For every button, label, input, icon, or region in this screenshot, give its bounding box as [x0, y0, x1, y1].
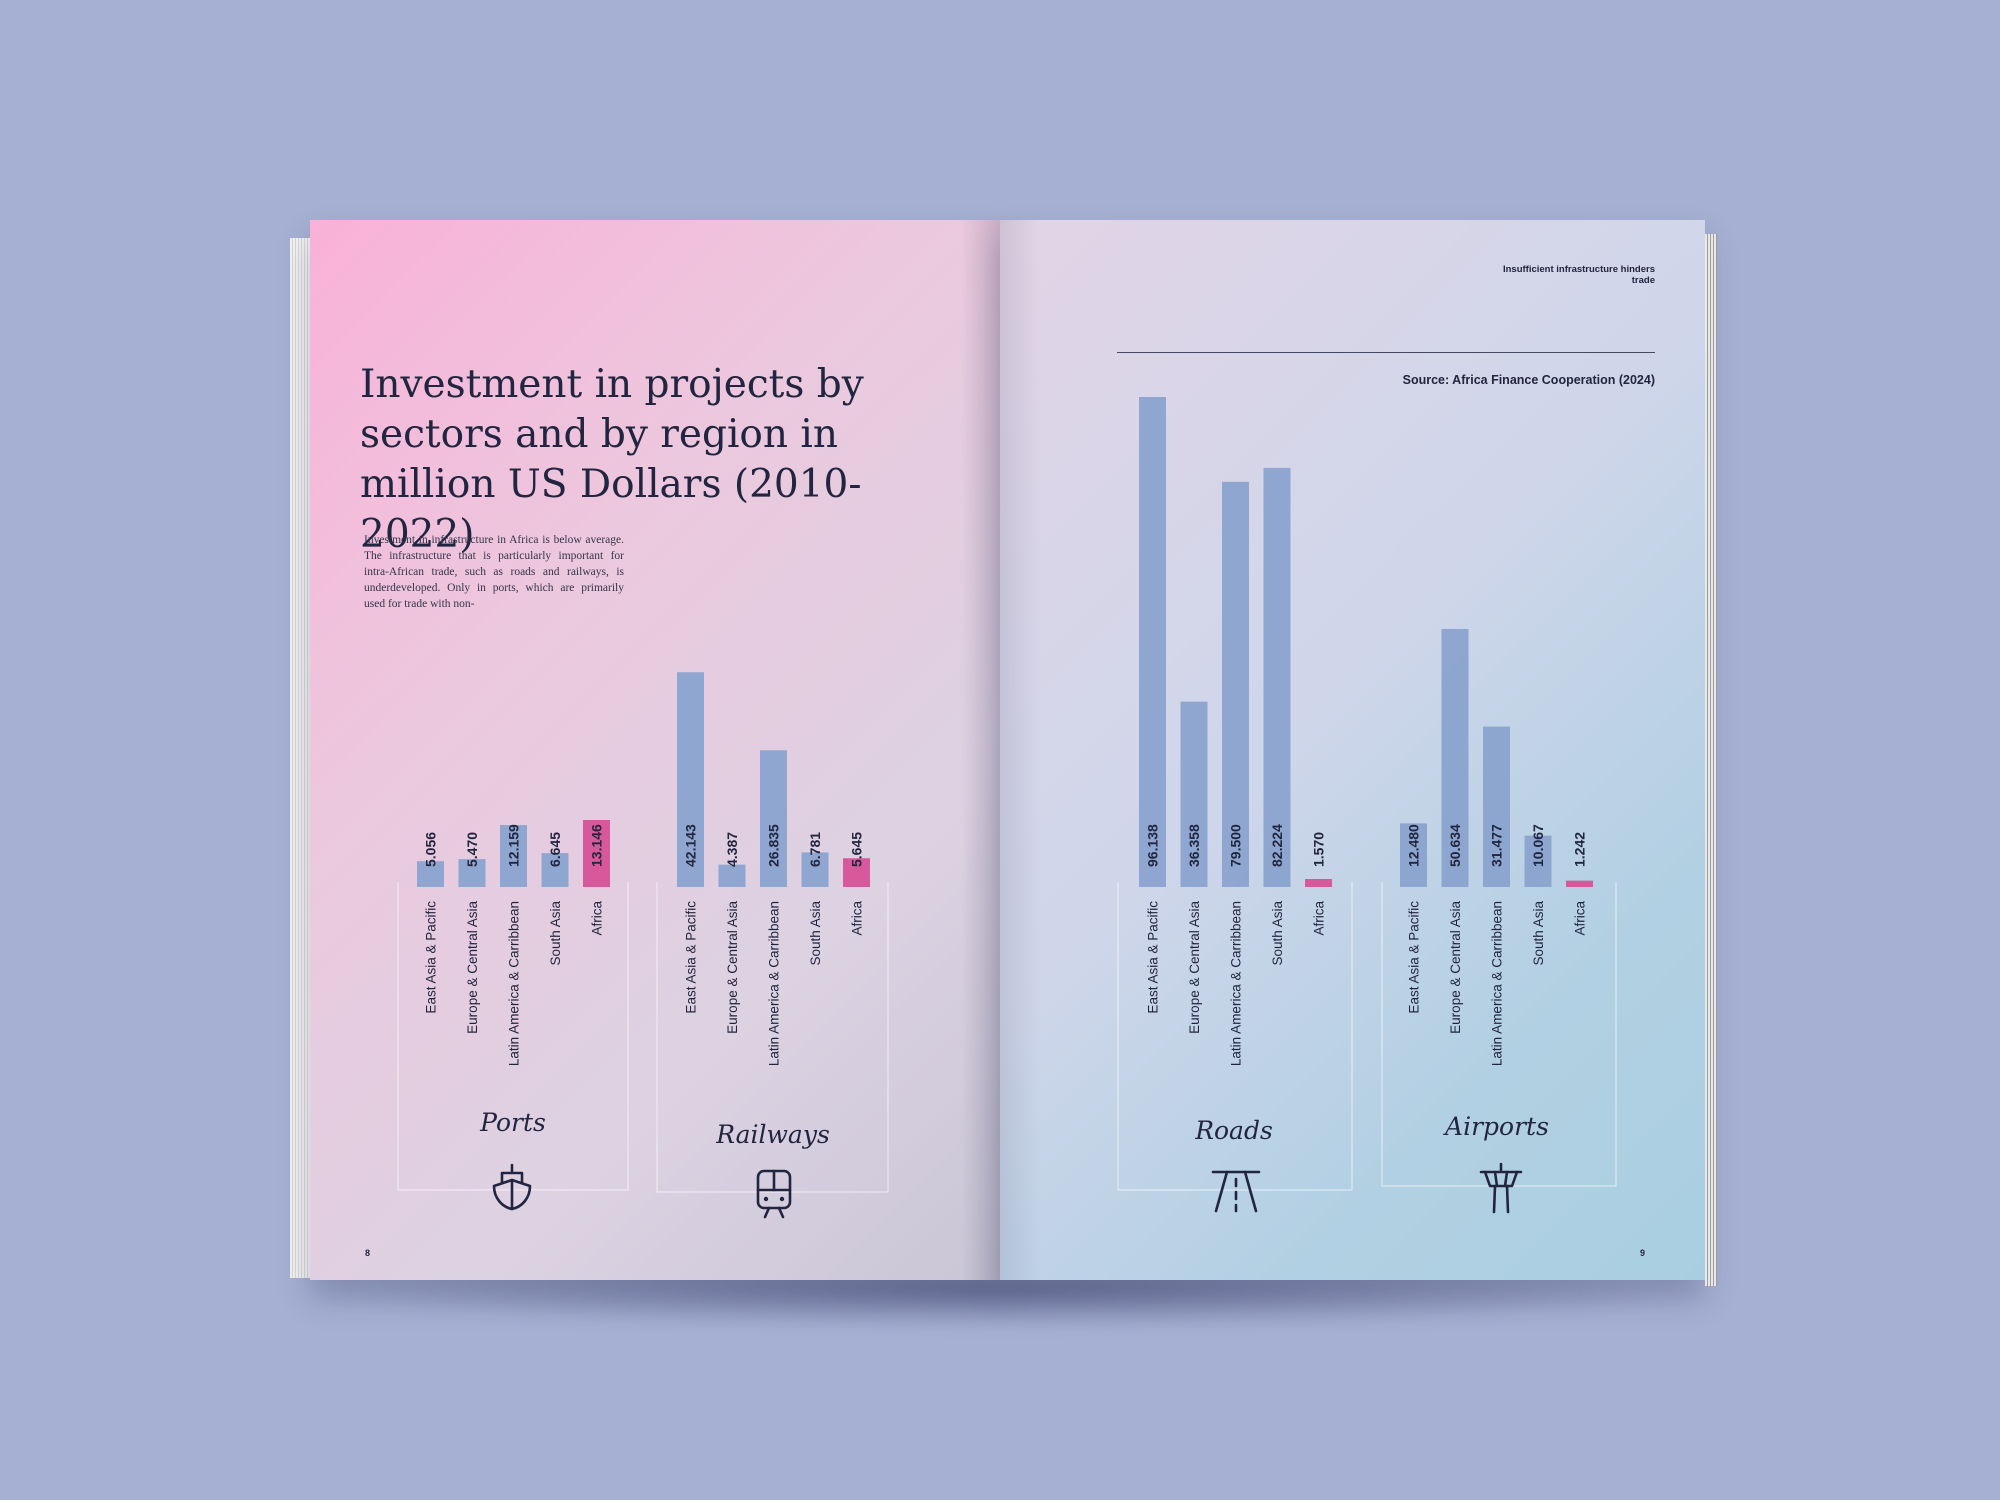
value-label-airports-0: 12.480 — [1406, 824, 1422, 867]
value-label-railways-3: 6.781 — [807, 832, 823, 867]
bar-roads-3 — [1263, 467, 1291, 887]
bar-railways-0 — [677, 672, 704, 887]
value-label-railways-0: 42.143 — [683, 824, 699, 867]
left-page — [310, 220, 1000, 1280]
bar-railways-1 — [718, 864, 746, 887]
category-label-roads-0: East Asia & Pacific — [1146, 901, 1161, 1014]
bar-airports-1 — [1441, 628, 1469, 887]
category-label-airports-0: East Asia & Pacific — [1407, 901, 1422, 1014]
category-label-roads-2: Latin America & Carribbean — [1229, 901, 1244, 1066]
sector-label-roads: Roads — [1195, 1116, 1273, 1145]
value-label-ports-2: 12.159 — [506, 824, 522, 867]
train-icon — [756, 1169, 792, 1219]
category-label-airports-1: Europe & Central Asia — [1448, 901, 1463, 1034]
category-label-ports-1: Europe & Central Asia — [465, 901, 480, 1034]
value-label-ports-3: 6.645 — [547, 832, 563, 867]
frame-railways — [656, 882, 889, 1193]
bar-airports-2 — [1483, 726, 1510, 887]
page-stack-left — [290, 238, 310, 1278]
source-note: Source: Africa Finance Cooperation (2024… — [1402, 373, 1655, 387]
bar-ports-2 — [500, 825, 527, 887]
value-label-roads-1: 36.358 — [1186, 824, 1202, 867]
value-label-ports-1: 5.470 — [464, 832, 480, 867]
value-label-railways-2: 26.835 — [766, 824, 782, 867]
bar-railways-3 — [801, 852, 829, 887]
category-label-airports-4: Africa — [1573, 901, 1588, 936]
category-label-roads-1: Europe & Central Asia — [1187, 901, 1202, 1034]
category-label-ports-2: Latin America & Carribbean — [507, 901, 522, 1066]
value-label-ports-0: 5.056 — [423, 832, 439, 867]
value-label-airports-2: 31.477 — [1489, 824, 1505, 867]
bar-airports-4 — [1566, 880, 1593, 887]
category-label-railways-4: Africa — [850, 901, 865, 936]
category-label-roads-3: South Asia — [1270, 901, 1285, 966]
sector-label-ports: Ports — [480, 1108, 546, 1137]
bar-railways-2 — [760, 750, 787, 887]
category-label-railways-1: Europe & Central Asia — [725, 901, 740, 1034]
bar-airports-0 — [1400, 823, 1427, 887]
value-label-roads-4: 1.570 — [1311, 832, 1327, 867]
category-label-airports-2: Latin America & Carribbean — [1490, 901, 1505, 1066]
category-label-railways-2: Latin America & Carribbean — [767, 901, 782, 1066]
bar-roads-1 — [1180, 701, 1208, 887]
bar-roads-2 — [1222, 481, 1249, 887]
category-label-airports-3: South Asia — [1531, 901, 1546, 966]
value-label-airports-3: 10.067 — [1530, 824, 1546, 867]
value-label-roads-3: 82.224 — [1269, 824, 1285, 867]
value-label-ports-4: 13.146 — [589, 824, 605, 867]
page-number-left: 8 — [365, 1248, 371, 1258]
running-header: Insufficient infrastructure hinders trad… — [1502, 264, 1655, 286]
bar-ports-0 — [417, 861, 444, 887]
header-rule — [1117, 352, 1655, 353]
bar-ports-3 — [541, 853, 569, 887]
bar-roads-4 — [1305, 878, 1332, 887]
frame-roads — [1117, 882, 1353, 1191]
bar-railways-4 — [843, 858, 870, 887]
value-label-roads-0: 96.138 — [1145, 824, 1161, 867]
category-label-railways-0: East Asia & Pacific — [684, 901, 699, 1014]
road-icon — [1211, 1170, 1261, 1213]
category-label-ports-3: South Asia — [548, 901, 563, 966]
category-label-railways-3: South Asia — [808, 901, 823, 966]
page-stack-right — [1705, 234, 1717, 1286]
sector-label-airports: Airports — [1445, 1112, 1549, 1141]
intro-paragraph: Investment in infrastructure in Africa i… — [364, 533, 624, 610]
value-label-airports-4: 1.242 — [1572, 832, 1588, 867]
value-label-railways-4: 5.645 — [849, 832, 865, 867]
category-label-roads-4: Africa — [1312, 901, 1327, 936]
airport-tower-icon — [1479, 1162, 1523, 1214]
ship-icon — [492, 1163, 532, 1211]
sector-label-railways: Railways — [716, 1120, 830, 1149]
page-title: Investment in projects by sectors and by… — [360, 362, 864, 557]
bar-roads-0 — [1139, 397, 1166, 887]
bar-ports-1 — [458, 859, 486, 887]
category-label-ports-0: East Asia & Pacific — [424, 901, 439, 1014]
category-label-ports-4: Africa — [590, 901, 605, 936]
bar-ports-4 — [583, 819, 610, 887]
value-label-roads-2: 79.500 — [1228, 824, 1244, 867]
page-number-right: 9 — [1640, 1248, 1646, 1258]
value-label-railways-1: 4.387 — [724, 832, 740, 867]
bar-airports-3 — [1524, 835, 1552, 887]
value-label-airports-1: 50.634 — [1447, 824, 1463, 867]
